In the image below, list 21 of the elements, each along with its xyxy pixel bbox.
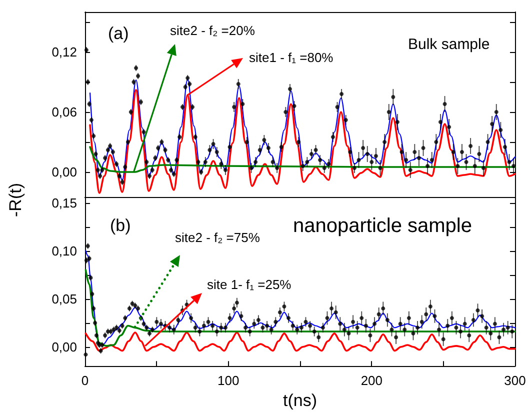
- x-axis-title: t(ns): [283, 391, 317, 410]
- x-tick-label: 0: [81, 373, 89, 388]
- y-tick-label: 0,10: [52, 243, 77, 258]
- x-tick-label: 300: [504, 373, 526, 388]
- x-tick-label: 100: [217, 373, 240, 388]
- annotation: nanoparticle sample: [293, 215, 472, 237]
- y-tick-label: 0,15: [52, 195, 77, 210]
- annotation: site1 - f₁ =80%: [249, 50, 334, 65]
- annotation: (b): [110, 216, 131, 235]
- annotation: site2 - f₂ =20%: [170, 23, 256, 38]
- annotation: Bulk sample: [408, 36, 490, 53]
- y-tick-label: 0,00: [52, 164, 77, 180]
- annotation: (a): [108, 24, 129, 43]
- y-axis-title: -R(t): [6, 183, 26, 217]
- y-tick-label: 0,12: [52, 44, 77, 60]
- annotation: site 1- f₁ =25%: [207, 277, 292, 292]
- y-tick-label: 0,05: [52, 291, 77, 306]
- y-tick-label: 0,06: [52, 104, 77, 120]
- y-tick-label: 0,00: [52, 339, 77, 354]
- x-tick-label: 200: [360, 373, 383, 388]
- annotation: site2 - f₂ =75%: [175, 230, 260, 245]
